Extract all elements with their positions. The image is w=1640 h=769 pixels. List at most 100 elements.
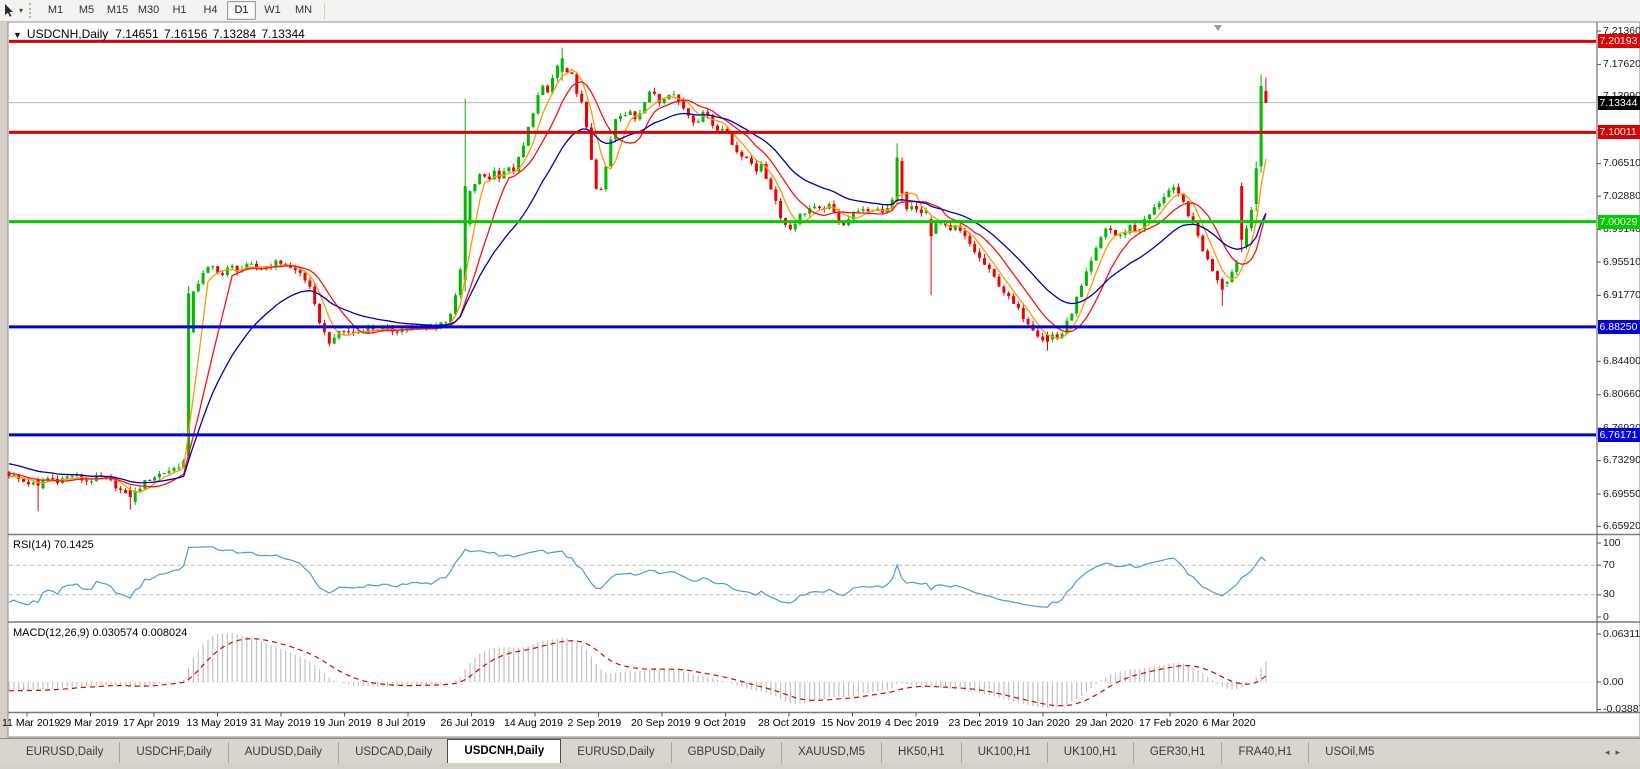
candle-body (837, 211, 841, 222)
candle-body (1172, 187, 1176, 191)
timeframe-button-M1[interactable]: M1 (47, 4, 64, 16)
rsi-panel-label: RSI(14) 70.1425 (13, 539, 94, 551)
one-click-collapse-icon[interactable]: ▼ (13, 30, 22, 40)
candle-body (851, 211, 855, 220)
candle-body (720, 129, 724, 131)
chart-tab-HK50-H1[interactable]: HK50,H1 (881, 742, 961, 763)
price-tick-label: 7.02880 (1603, 189, 1640, 202)
chart-tab-UK100-H1[interactable]: UK100,H1 (1046, 742, 1133, 763)
candle-body (1026, 319, 1030, 325)
candle-body (619, 115, 622, 120)
candle-body (745, 156, 749, 159)
date-label: 19 Jun 2019 (313, 717, 372, 729)
candle-body (1259, 86, 1263, 167)
candle-body (1196, 221, 1200, 236)
date-label: 29 Mar 2019 (59, 717, 119, 729)
candle-body (318, 303, 322, 324)
candle-body (1109, 228, 1113, 230)
timeframe-button-H1[interactable]: H1 (172, 4, 187, 16)
chart-tab-AUDUSD-Daily[interactable]: AUDUSD,Daily (227, 742, 338, 763)
candle-body (468, 191, 472, 225)
candle-body (497, 170, 501, 179)
ohlc-close: 7.13344 (261, 27, 305, 41)
chart-tab-GBPUSD-Daily[interactable]: GBPUSD,Daily (670, 742, 781, 763)
candle-body (1249, 209, 1253, 229)
timeframe-button-M5[interactable]: M5 (78, 4, 95, 16)
rsi-tick-label: 30 (1603, 588, 1615, 601)
candle-body (1060, 333, 1064, 339)
candle-body (701, 111, 705, 122)
candle-body (274, 260, 278, 268)
tab-scroll-arrows[interactable]: ◂▸ (1605, 747, 1626, 758)
candle-body (1230, 271, 1234, 282)
timeframe-button-H4[interactable]: H4 (203, 4, 218, 16)
toolbar: ▾ M1 M5 M15 M30 H1 H4 D1 W1 MN (0, 0, 1640, 22)
toolbar-grip[interactable] (29, 3, 35, 18)
candle-body (1055, 334, 1059, 339)
chart-title: ▼ USDCNH,Daily 7.14651 7.16156 7.13284 7.1… (13, 27, 305, 41)
candle-body (536, 95, 540, 114)
candle-body (1084, 271, 1088, 286)
timeframe-button-MN[interactable]: MN (294, 4, 313, 16)
date-label: 9 Oct 2019 (694, 717, 746, 729)
candle-body (119, 488, 123, 490)
candle-body (1240, 186, 1244, 240)
chart-tab-EURUSD-Daily[interactable]: EURUSD,Daily (560, 742, 670, 763)
candle-body (347, 331, 351, 333)
cursor-tool-button[interactable]: ▾ (0, 0, 26, 21)
caret-down-icon[interactable]: ▾ (19, 6, 24, 15)
macd-signal-line (9, 638, 1267, 707)
candle-body (555, 65, 559, 78)
candle-body (216, 266, 220, 274)
candle-body (1206, 250, 1210, 260)
chart-tab-GER30-H1[interactable]: GER30,H1 (1132, 742, 1222, 763)
candle-body (633, 111, 637, 120)
candle-body (686, 108, 690, 116)
candle-body (973, 243, 977, 253)
chart-tab-USDCAD-Daily[interactable]: USDCAD,Daily (338, 742, 448, 763)
candle-body (187, 293, 191, 456)
chart-tab-USOil-M5[interactable]: USOil,M5 (1308, 742, 1390, 763)
candle-body (473, 184, 477, 192)
candle-body (507, 167, 511, 172)
candle-body (293, 267, 297, 271)
chart-tab-FRA40-H1[interactable]: FRA40,H1 (1221, 742, 1308, 763)
candle-body (483, 174, 487, 177)
candle-body (565, 68, 569, 73)
timeframe-button-W1[interactable]: W1 (264, 4, 281, 16)
candle-body (512, 167, 516, 172)
chart-tab-USDCHF-Daily[interactable]: USDCHF,Daily (119, 742, 227, 763)
date-label: 17 Feb 2020 (1139, 717, 1198, 729)
price-tick-label: 6.80660 (1603, 388, 1640, 401)
candle-body (75, 475, 79, 477)
candle-body (968, 236, 972, 244)
date-label: 14 Aug 2019 (504, 717, 563, 729)
tab-scroll-left-icon[interactable]: ◂ (1604, 747, 1616, 757)
timeframe-button-M30[interactable]: M30 (137, 4, 160, 16)
chart-tab-EURUSD-Daily[interactable]: EURUSD,Daily (26, 746, 104, 758)
candle-body (1220, 279, 1224, 290)
chart-tab-XAUUSD-M5[interactable]: XAUUSD,M5 (780, 742, 881, 763)
tab-scroll-right-icon[interactable]: ▸ (1615, 747, 1626, 757)
timeframe-button-D1[interactable]: D1 (227, 1, 257, 20)
candle-body (764, 164, 768, 179)
chart-tab-UK100-H1[interactable]: UK100,H1 (960, 742, 1047, 763)
candle-body (759, 164, 763, 172)
rsi-current-value: 70.1425 (53, 539, 94, 551)
candle-body (308, 280, 312, 287)
candle-body (1099, 237, 1103, 249)
candle-body (997, 276, 1001, 287)
timeframe-button-M15[interactable]: M15 (106, 4, 129, 16)
candle-body (1080, 285, 1083, 297)
candle-body (1016, 303, 1020, 308)
candle-body (85, 480, 89, 482)
candle-body (517, 157, 521, 172)
macd-current-main: 0.030574 (92, 627, 139, 639)
candle-body (478, 174, 482, 184)
shift-marker-icon[interactable] (1214, 25, 1222, 31)
candle-body (580, 93, 584, 102)
ohlc-high: 7.16156 (164, 27, 208, 41)
candle-body (983, 258, 986, 265)
chart-tab-USDCNH-Daily[interactable]: USDCNH,Daily (447, 739, 562, 763)
